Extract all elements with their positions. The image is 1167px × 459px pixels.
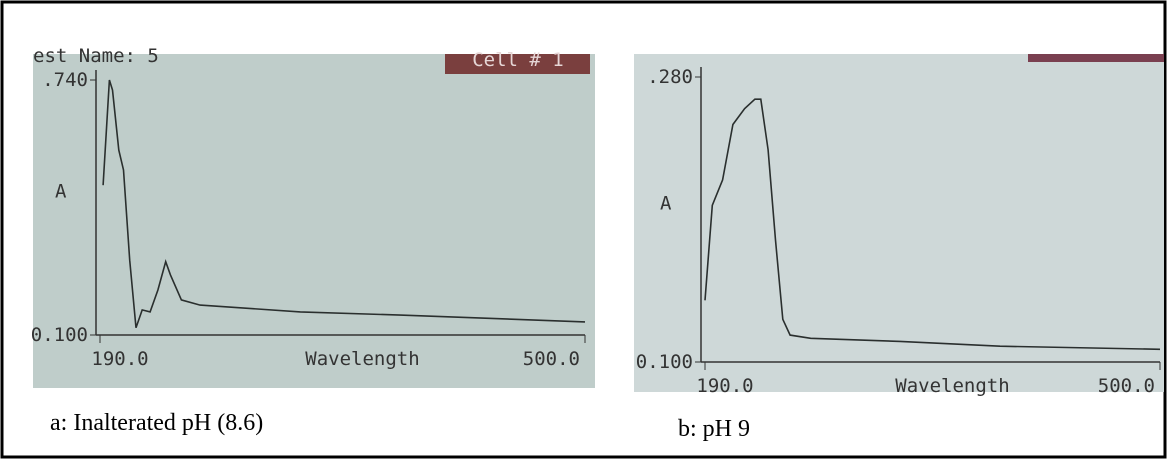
x-tick-label: 190.0 [696,375,753,397]
x-tick-label: 500.0 [523,348,580,370]
badge-box [445,54,590,74]
spectrum-line [102,79,586,329]
y-tick-label: 0.100 [636,351,693,373]
x-axis-label: Wavelength [895,375,1009,397]
badge-box [1028,54,1164,62]
y-tick-label: .280 [647,66,693,88]
y-axis-label: A [55,181,67,203]
x-axis-label: Wavelength [305,348,419,370]
spectrum-line [704,98,1161,351]
x-tick-label: 190.0 [91,348,148,370]
y-axis-label: A [660,193,672,215]
y-tick-label: .740 [42,69,88,91]
caption: b: pH 9 [678,416,750,442]
caption: a: Inalterated pH (8.6) [50,410,263,436]
photo-a [33,54,595,388]
photo-b [634,54,1164,392]
y-tick-label: 0.100 [31,324,88,346]
x-tick-label: 500.0 [1098,375,1155,397]
screen-header: est Name: 5 [33,45,159,67]
badge: Cell # 1 [472,49,564,71]
